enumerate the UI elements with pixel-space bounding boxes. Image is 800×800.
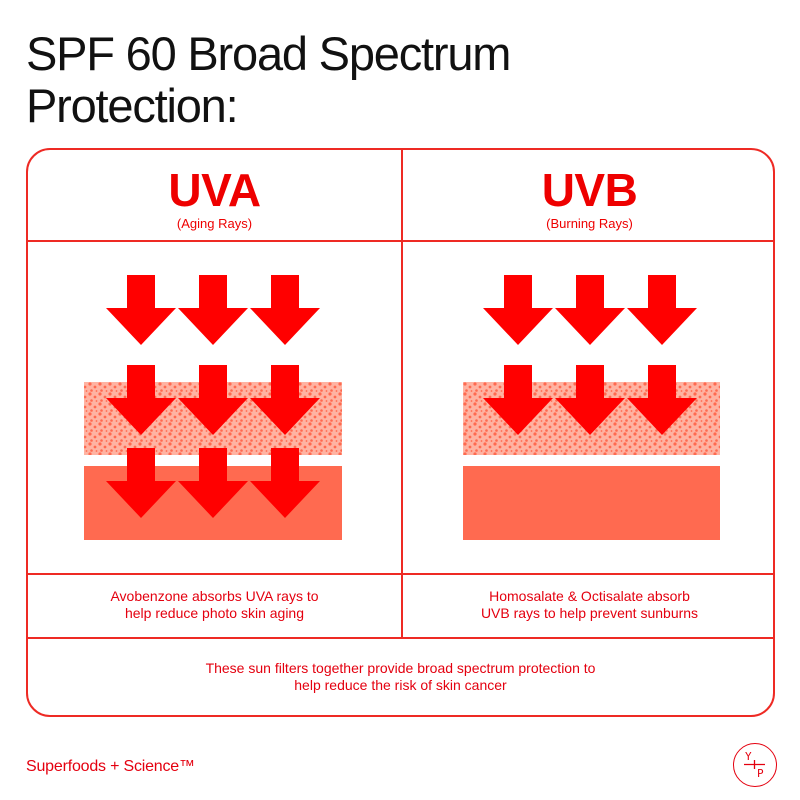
comparison-panel: UVA (Aging Rays) UVB (Burning Rays) [26, 148, 775, 717]
uvb-caption: Homosalate & Octisalate absorb UVB rays … [403, 575, 773, 637]
summary-divider [28, 637, 773, 639]
uva-header: UVA (Aging Rays) [28, 150, 401, 240]
uvb-subheading: (Burning Rays) [546, 216, 633, 231]
uvb-diagram [463, 275, 720, 540]
summary-line-2: help reduce the risk of skin cancer [294, 677, 507, 693]
down-arrow-icon [250, 275, 320, 345]
uva-subheading: (Aging Rays) [176, 216, 253, 231]
summary-line-1: These sun filters together provide broad… [205, 660, 596, 676]
brand-name: Superfoods + Science™ [26, 758, 195, 775]
down-arrow-icon [106, 275, 176, 345]
down-arrow-icon [555, 275, 625, 345]
down-arrow-icon [178, 275, 248, 345]
uva-illustration [28, 242, 401, 573]
down-arrow-icon [627, 275, 697, 345]
uvb-heading: UVB [541, 164, 638, 216]
down-arrow-icon [483, 275, 553, 345]
page-title: SPF 60 Broad Spectrum Protection: [26, 28, 746, 132]
logo-letter-bottom: P [757, 767, 764, 780]
uvb-caption-line-1: Homosalate & Octisalate absorb [489, 588, 690, 604]
uva-caption: Avobenzone absorbs UVA rays to help redu… [28, 575, 401, 637]
uvb-header: UVB (Burning Rays) [403, 150, 773, 240]
uva-caption-line-1: Avobenzone absorbs UVA rays to [110, 588, 319, 604]
logo-mark-icon [744, 760, 765, 769]
page-title-line-1: SPF 60 Broad Spectrum [26, 27, 511, 80]
skin-layer [463, 466, 720, 540]
logo-letter-top: Y [745, 750, 752, 763]
header-divider [28, 240, 773, 242]
uva-diagram [84, 275, 342, 540]
caption-divider [28, 573, 773, 575]
column-divider [401, 150, 403, 639]
page-title-line-2: Protection: [26, 79, 239, 132]
summary-note: These sun filters together provide broad… [28, 639, 773, 715]
uva-heading: UVA [168, 164, 261, 216]
brand-logo: Y P [733, 743, 777, 787]
uva-caption-line-2: help reduce photo skin aging [124, 605, 305, 621]
uvb-illustration [403, 242, 773, 573]
uvb-caption-line-2: UVB rays to help prevent sunburns [480, 605, 699, 621]
